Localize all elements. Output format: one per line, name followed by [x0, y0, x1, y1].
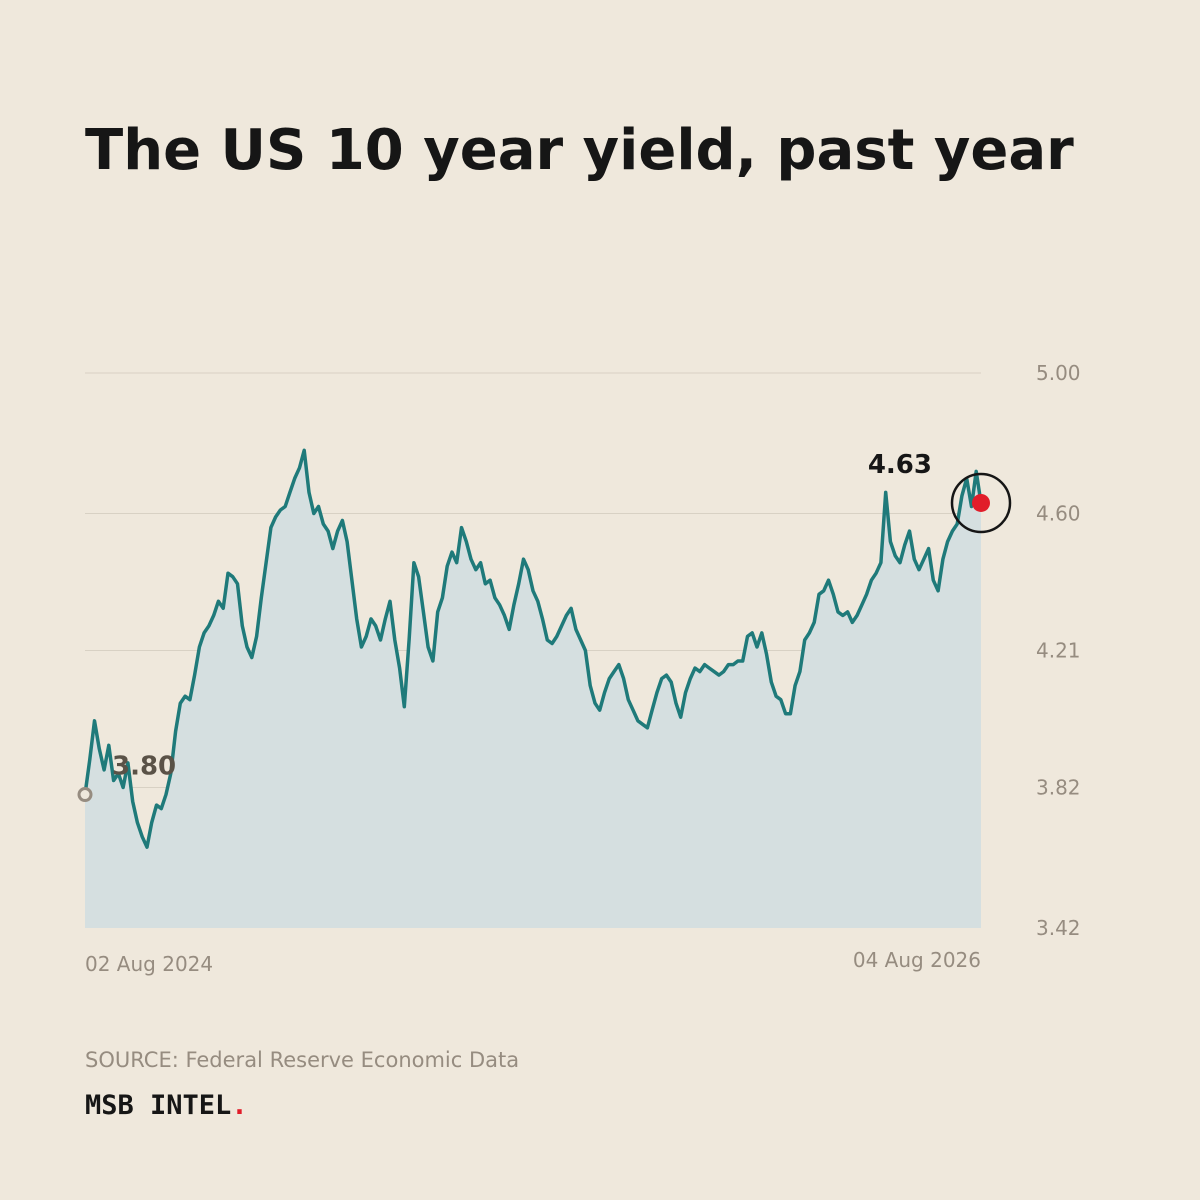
x-tick-start: 02 Aug 2024 — [85, 952, 213, 976]
y-tick-label: 5.00 — [1036, 361, 1081, 385]
start-value-label: 3.80 — [112, 752, 176, 782]
end-point — [972, 493, 990, 512]
x-tick-end: 04 Aug 2026 — [853, 948, 981, 972]
brand-dot: . — [231, 1090, 248, 1121]
y-tick-label: 3.42 — [1036, 916, 1081, 940]
end-highlight-ring — [950, 472, 1012, 534]
y-tick-label: 3.82 — [1036, 775, 1081, 799]
end-value-label: 4.63 — [868, 450, 932, 480]
y-axis-ticks: 3.42 3.82 4.21 4.60 5.00 — [1036, 361, 1081, 940]
y-tick-label: 4.21 — [1036, 639, 1081, 663]
brand-logo: MSB INTEL. — [85, 1090, 248, 1121]
chart-title: The US 10 year yield, past year — [85, 118, 1074, 183]
series-line — [83, 448, 983, 849]
y-tick-label: 4.60 — [1036, 502, 1081, 526]
area-fill — [85, 450, 981, 928]
start-point — [77, 787, 93, 803]
source-note: SOURCE: Federal Reserve Economic Data — [85, 1048, 520, 1072]
brand-name: MSB INTEL — [85, 1090, 232, 1121]
